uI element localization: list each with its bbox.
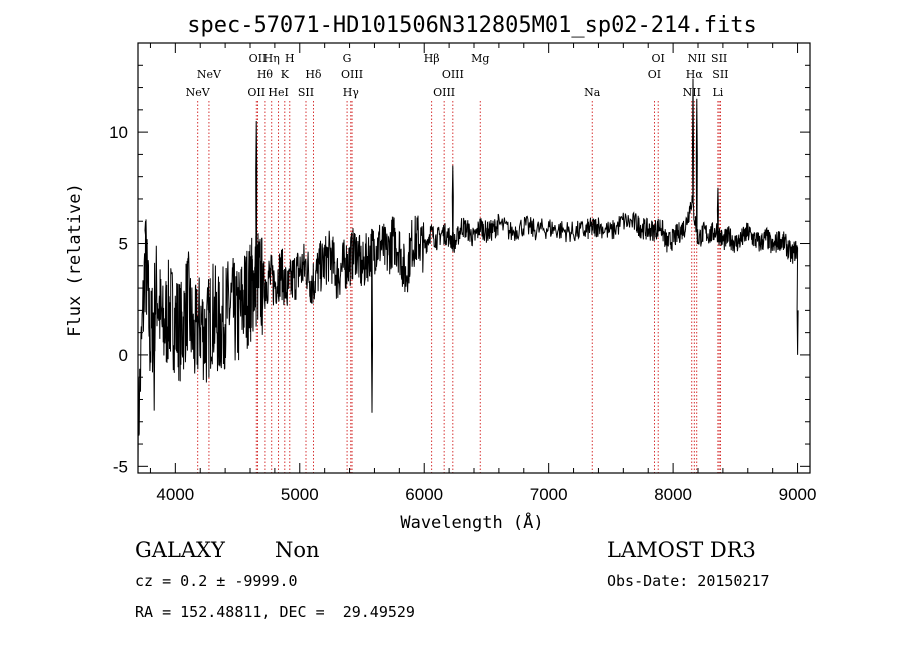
redshift-info: cz = 0.2 ± -9999.0 <box>135 572 298 590</box>
spectral-line-label: Hγ <box>343 86 360 99</box>
spectral-line-label: Hβ <box>424 52 440 65</box>
spectral-line-label: OIII <box>442 68 464 81</box>
y-tick-label: 5 <box>119 235 128 254</box>
spectral-line-label: OI <box>648 68 661 81</box>
spectral-line-label: HeI <box>268 86 288 99</box>
spectral-line-label: Mg <box>471 52 489 65</box>
spectral-line-label: Hδ <box>305 68 322 81</box>
x-axis-label: Wavelength (Å) <box>400 511 543 533</box>
spectral-line-label: NeV <box>186 86 211 99</box>
spectral-line-label: H <box>285 52 295 65</box>
axis-ticks: 4000 5000 6000 7000 8000 9000 -5 0 5 10 <box>109 43 816 504</box>
spectral-line-label: Hη <box>264 52 280 65</box>
spectral-line-label: K <box>281 68 290 81</box>
y-axis-label: Flux (relative) <box>65 183 85 337</box>
spectral-line-label: Hα <box>686 68 704 81</box>
plot-frame <box>137 42 811 474</box>
coordinates: RA = 152.48811, DEC = 29.49529 <box>135 603 415 621</box>
spectral-line-label: OIII <box>433 86 455 99</box>
survey-name: LAMOST DR3 <box>607 538 756 562</box>
spectral-line-label: Li <box>712 86 723 99</box>
y-tick-label: 10 <box>109 123 128 142</box>
x-tick-label: 4000 <box>156 485 194 504</box>
spectrum-series-line <box>137 78 799 474</box>
spectral-line-label: SII <box>712 68 728 81</box>
spectral-line-label: OII <box>249 52 267 65</box>
spectral-lines-layer: NeVNeVOIIOIIHθHηHeIKHSIIHδGOIIIHγHβOIIIO… <box>186 52 729 473</box>
spectral-line-label: NII <box>683 86 701 99</box>
spectral-line-label: SII <box>298 86 314 99</box>
y-tick-label: -5 <box>113 457 128 476</box>
spectral-line-label: OI <box>651 52 664 65</box>
spectral-line-label: NII <box>688 52 706 65</box>
chart-title: spec-57071-HD101506N312805M01_sp02-214.f… <box>187 13 757 38</box>
x-tick-label: 7000 <box>530 485 568 504</box>
object-class: GALAXY <box>135 538 225 562</box>
object-subclass: Non <box>275 538 320 562</box>
x-tick-label: 6000 <box>405 485 443 504</box>
y-tick-label: 0 <box>119 346 128 365</box>
spectral-line-label: OIII <box>341 68 363 81</box>
x-tick-label: 5000 <box>281 485 319 504</box>
spectral-line-label: OII <box>247 86 265 99</box>
x-tick-label: 8000 <box>654 485 692 504</box>
spectral-line-label: G <box>343 52 352 65</box>
spectral-line-label: Hθ <box>257 68 274 81</box>
spectral-line-label: Na <box>584 86 601 99</box>
x-tick-label: 9000 <box>779 485 817 504</box>
obs-date: Obs-Date: 20150217 <box>607 572 770 590</box>
series-layer <box>137 78 799 474</box>
spectral-line-label: NeV <box>197 68 222 81</box>
spectral-line-label: SII <box>711 52 727 65</box>
